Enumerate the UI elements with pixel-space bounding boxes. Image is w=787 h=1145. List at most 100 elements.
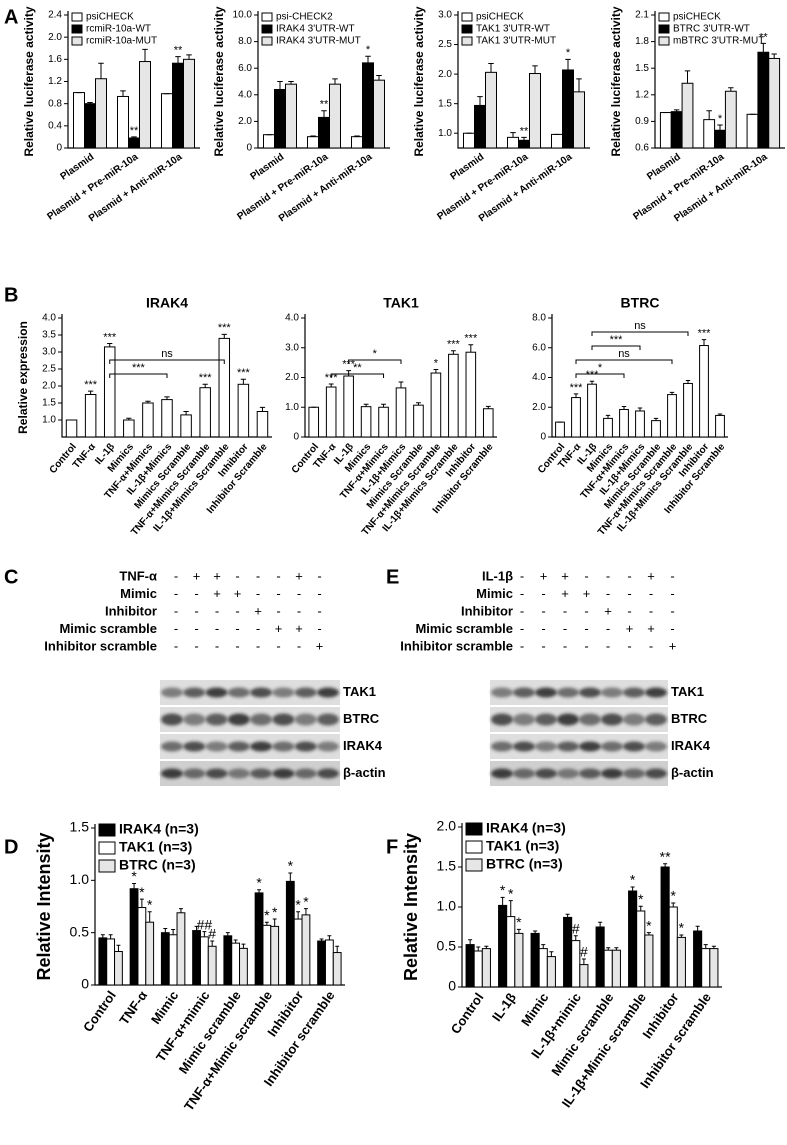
bar [768, 57, 781, 149]
blot-band [535, 741, 557, 752]
treatment-sign: - [649, 638, 653, 653]
error-bar [310, 135, 316, 137]
legend-swatch [71, 12, 83, 22]
bar [507, 136, 519, 149]
y-tick-label: 0 [81, 976, 89, 992]
bracket-label: * [373, 348, 378, 360]
error-bar [335, 945, 340, 953]
error-bar [259, 406, 266, 412]
legend-swatch [461, 36, 473, 46]
bar [448, 353, 459, 438]
bar [530, 932, 540, 988]
treatment-sign: - [520, 586, 524, 601]
error-bar [183, 411, 189, 415]
bar [474, 104, 486, 149]
error-bar [614, 947, 619, 951]
treatment-sign: - [606, 638, 610, 653]
bar [199, 387, 211, 438]
treatment-sign: - [297, 586, 301, 601]
y-tick-label: 0 [293, 432, 299, 443]
error-bar [277, 81, 283, 90]
x-tick-label: Plasmid [249, 152, 287, 183]
bar [551, 133, 563, 149]
treatment-sign: + [626, 621, 634, 636]
error-bar [171, 929, 176, 935]
error-bar [606, 947, 611, 951]
legend-label: psiCHECK [476, 12, 524, 23]
bar [546, 956, 556, 988]
error-bar [685, 379, 691, 384]
treatment-sign: - [670, 586, 674, 601]
blot-band [250, 687, 273, 698]
legend-swatch [261, 24, 273, 34]
treatment-sign: + [583, 586, 591, 601]
blot-band [205, 768, 228, 779]
error-bar [771, 53, 777, 59]
significance-label: * [718, 113, 723, 125]
error-bar [598, 921, 603, 927]
bar [715, 414, 725, 438]
significance-label: * [303, 893, 309, 909]
legend-label: psi-CHECK2 [276, 12, 333, 23]
error-bar [450, 350, 456, 355]
bar [644, 934, 654, 988]
bar [395, 387, 407, 438]
bar [681, 82, 694, 149]
error-bar [381, 403, 386, 408]
error-bar [131, 136, 137, 139]
significance-label: *** [84, 379, 98, 391]
treatment-sign: - [606, 586, 610, 601]
significance-label: * [679, 920, 685, 936]
panel-label: E [386, 566, 399, 588]
error-bar [468, 344, 474, 353]
blot-band [645, 713, 667, 726]
legend-label: psiCHECK [86, 12, 134, 23]
blot-band [601, 713, 623, 726]
bar [465, 351, 477, 438]
treatment-sign: - [256, 586, 260, 601]
y-tick-label: 1.0 [285, 402, 299, 413]
blot-band [601, 768, 623, 779]
significance-label: ** [320, 99, 329, 111]
blot-band [294, 687, 317, 698]
error-bar [257, 889, 262, 893]
bar [563, 916, 573, 988]
y-tick-label: 3.0 [42, 347, 56, 358]
error-bar [671, 902, 676, 907]
bracket-label: ** [353, 362, 362, 374]
y-tick-label: 4.0 [42, 313, 56, 324]
bar [518, 139, 530, 149]
blot-band [250, 713, 273, 726]
y-tick-label: 0 [56, 143, 62, 154]
error-bar [717, 413, 723, 416]
blot-band [513, 741, 535, 752]
significance-bracket [330, 373, 385, 378]
legend-label: BTRC (n=3) [486, 856, 563, 872]
significance-label: * [671, 888, 677, 904]
error-bar [684, 70, 691, 84]
bar [239, 947, 248, 986]
significance-label: * [295, 896, 301, 912]
treatment-sign: - [235, 638, 239, 653]
panel-label: B [4, 284, 18, 306]
error-bar [178, 908, 183, 913]
bar [317, 940, 326, 986]
error-bar [126, 417, 132, 420]
error-bar [476, 946, 481, 951]
error-bar [533, 930, 538, 934]
treatment-sign: + [193, 568, 201, 583]
chart: 1.0 1.5 2.0 2.5 3.0 3.5 4.0 Relative expression… [16, 295, 272, 538]
y-axis-title: Relative Intensity [34, 832, 54, 980]
error-bar [549, 951, 554, 957]
significance-label: * [272, 904, 278, 920]
treatment-sign: - [520, 568, 524, 583]
legend-swatch [465, 840, 483, 854]
y-tick-label: 2.4 [48, 10, 62, 21]
blot-band [294, 713, 317, 726]
bar [145, 921, 155, 986]
treatment-sign: - [174, 603, 178, 618]
blot-band [161, 741, 183, 752]
blot-band [205, 741, 228, 752]
bracket-label: ns [161, 348, 173, 360]
treatment-sign: + [254, 603, 262, 618]
